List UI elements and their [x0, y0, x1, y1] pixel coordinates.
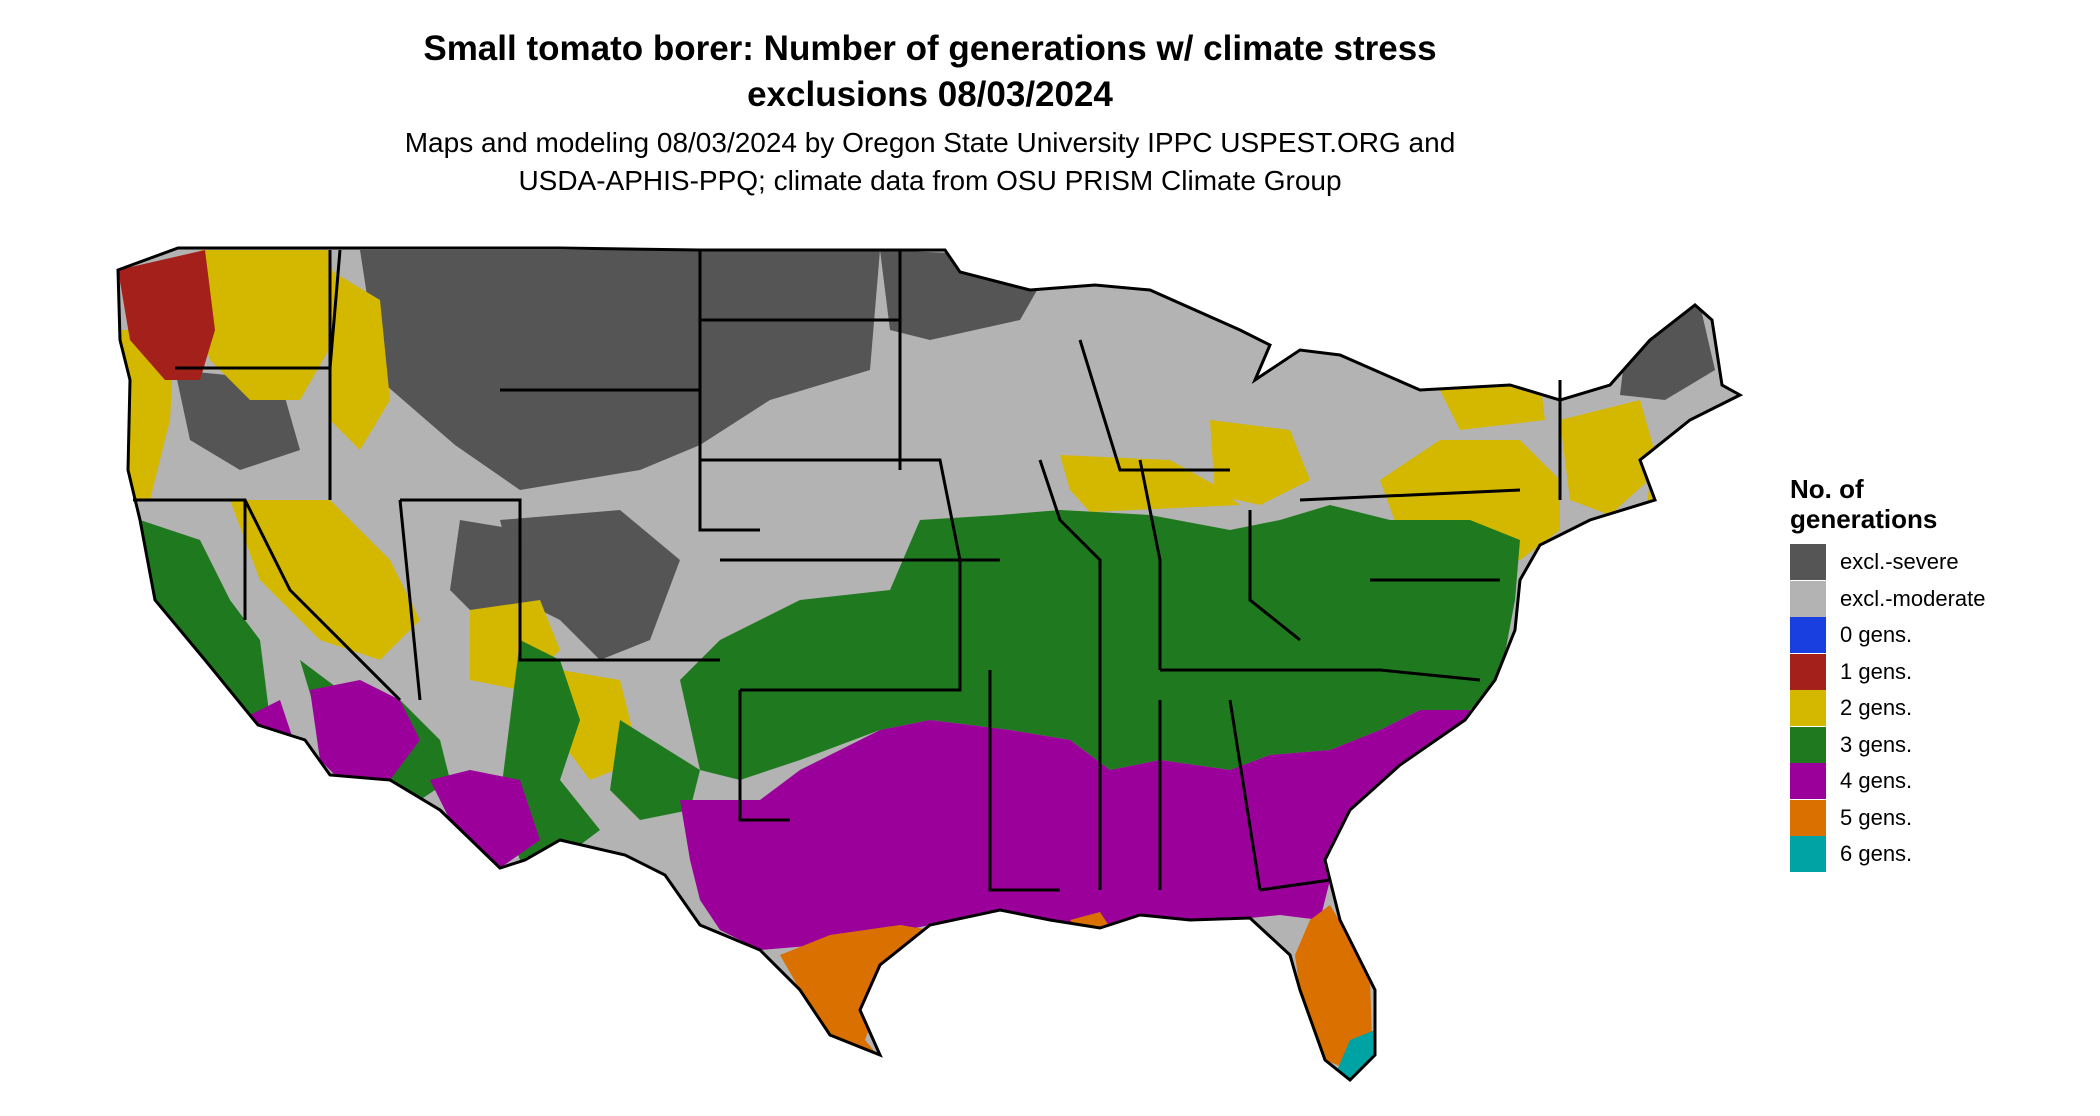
legend-swatch [1790, 617, 1826, 654]
boundary-co-nm [400, 498, 720, 662]
legend-title: No. of generations [1790, 474, 2080, 534]
legend-swatch [1790, 544, 1826, 581]
legend-swatch [1790, 653, 1826, 690]
legend-swatch [1790, 726, 1826, 763]
legend-label: excl.-moderate [1840, 585, 1986, 611]
legend-item-0-gens: 0 gens. [1790, 617, 2080, 654]
title-line-2: exclusions 08/03/2024 [747, 75, 1113, 114]
legend-swatch [1790, 799, 1826, 836]
legend-item-1-gens: 1 gens. [1790, 653, 2080, 691]
boundary-tn-nc [1160, 668, 1481, 682]
boundary-al-ga [1228, 699, 1262, 891]
legend-swatch [1790, 580, 1826, 617]
legend-label: 4 gens. [1840, 768, 1913, 794]
map-title: Small tomato borer: Number of generation… [0, 26, 1860, 118]
boundary-tx [738, 690, 790, 822]
legend-swatch [1790, 836, 1826, 873]
legend-swatch [1790, 690, 1826, 727]
legend-item-4-gens: 4 gens. [1790, 763, 2080, 800]
state-boundaries [116, 246, 1742, 1082]
subtitle-line-2: USDA-APHIS-PPQ; climate data from OSU PR… [518, 165, 1342, 196]
legend-label: 0 gens. [1840, 622, 1913, 648]
boundary-ar-la [988, 670, 1060, 892]
legend-label: 2 gens. [1840, 695, 1913, 721]
legend-item-6-gens: 6 gens. [1790, 836, 2080, 873]
legend-item-5-gens: 5 gens. [1790, 799, 2080, 837]
us-generations-map [116, 246, 1742, 1082]
legend-item-excl-moderate: excl.-moderate [1790, 580, 2080, 618]
legend-item-excl-severe: excl.-severe [1790, 544, 2080, 581]
legend-item-3-gens: 3 gens. [1790, 726, 2080, 764]
legend-swatch [1790, 763, 1826, 800]
boundary-oh-wv [1248, 510, 1301, 642]
boundary-ne-ks [700, 458, 1000, 562]
legend-title-line-2: generations [1790, 504, 1938, 534]
generation-zones [118, 248, 1740, 1080]
boundary-wi-mi [1078, 339, 1230, 472]
zone-1-gens [118, 250, 215, 380]
boundary-il-in [1138, 459, 1162, 670]
map-subtitle: Maps and modeling 08/03/2024 by Oregon S… [0, 124, 1860, 200]
title-line-1: Small tomato borer: Number of generation… [423, 29, 1437, 68]
subtitle-line-1: Maps and modeling 08/03/2024 by Oregon S… [404, 127, 1456, 158]
boundary-pa-ny [1299, 488, 1521, 502]
legend: No. of generations excl.-severe excl.-mo… [1790, 474, 2080, 873]
boundary-or-nv-ca [133, 498, 402, 702]
legend-title-line-1: No. of [1790, 474, 1864, 504]
boundary-ut-az [398, 499, 422, 701]
legend-label: excl.-severe [1840, 549, 1959, 575]
legend-item-2-gens: 2 gens. [1790, 690, 2080, 727]
legend-label: 3 gens. [1840, 731, 1913, 757]
boundary-ks-ok [720, 558, 962, 692]
zone-excl-severe [175, 250, 1715, 660]
legend-label: 1 gens. [1840, 658, 1913, 684]
boundary-ga-fl [1259, 878, 1331, 892]
legend-label: 6 gens. [1840, 841, 1913, 867]
boundary-mississippi-river [1038, 459, 1102, 890]
legend-label: 5 gens. [1840, 804, 1913, 830]
